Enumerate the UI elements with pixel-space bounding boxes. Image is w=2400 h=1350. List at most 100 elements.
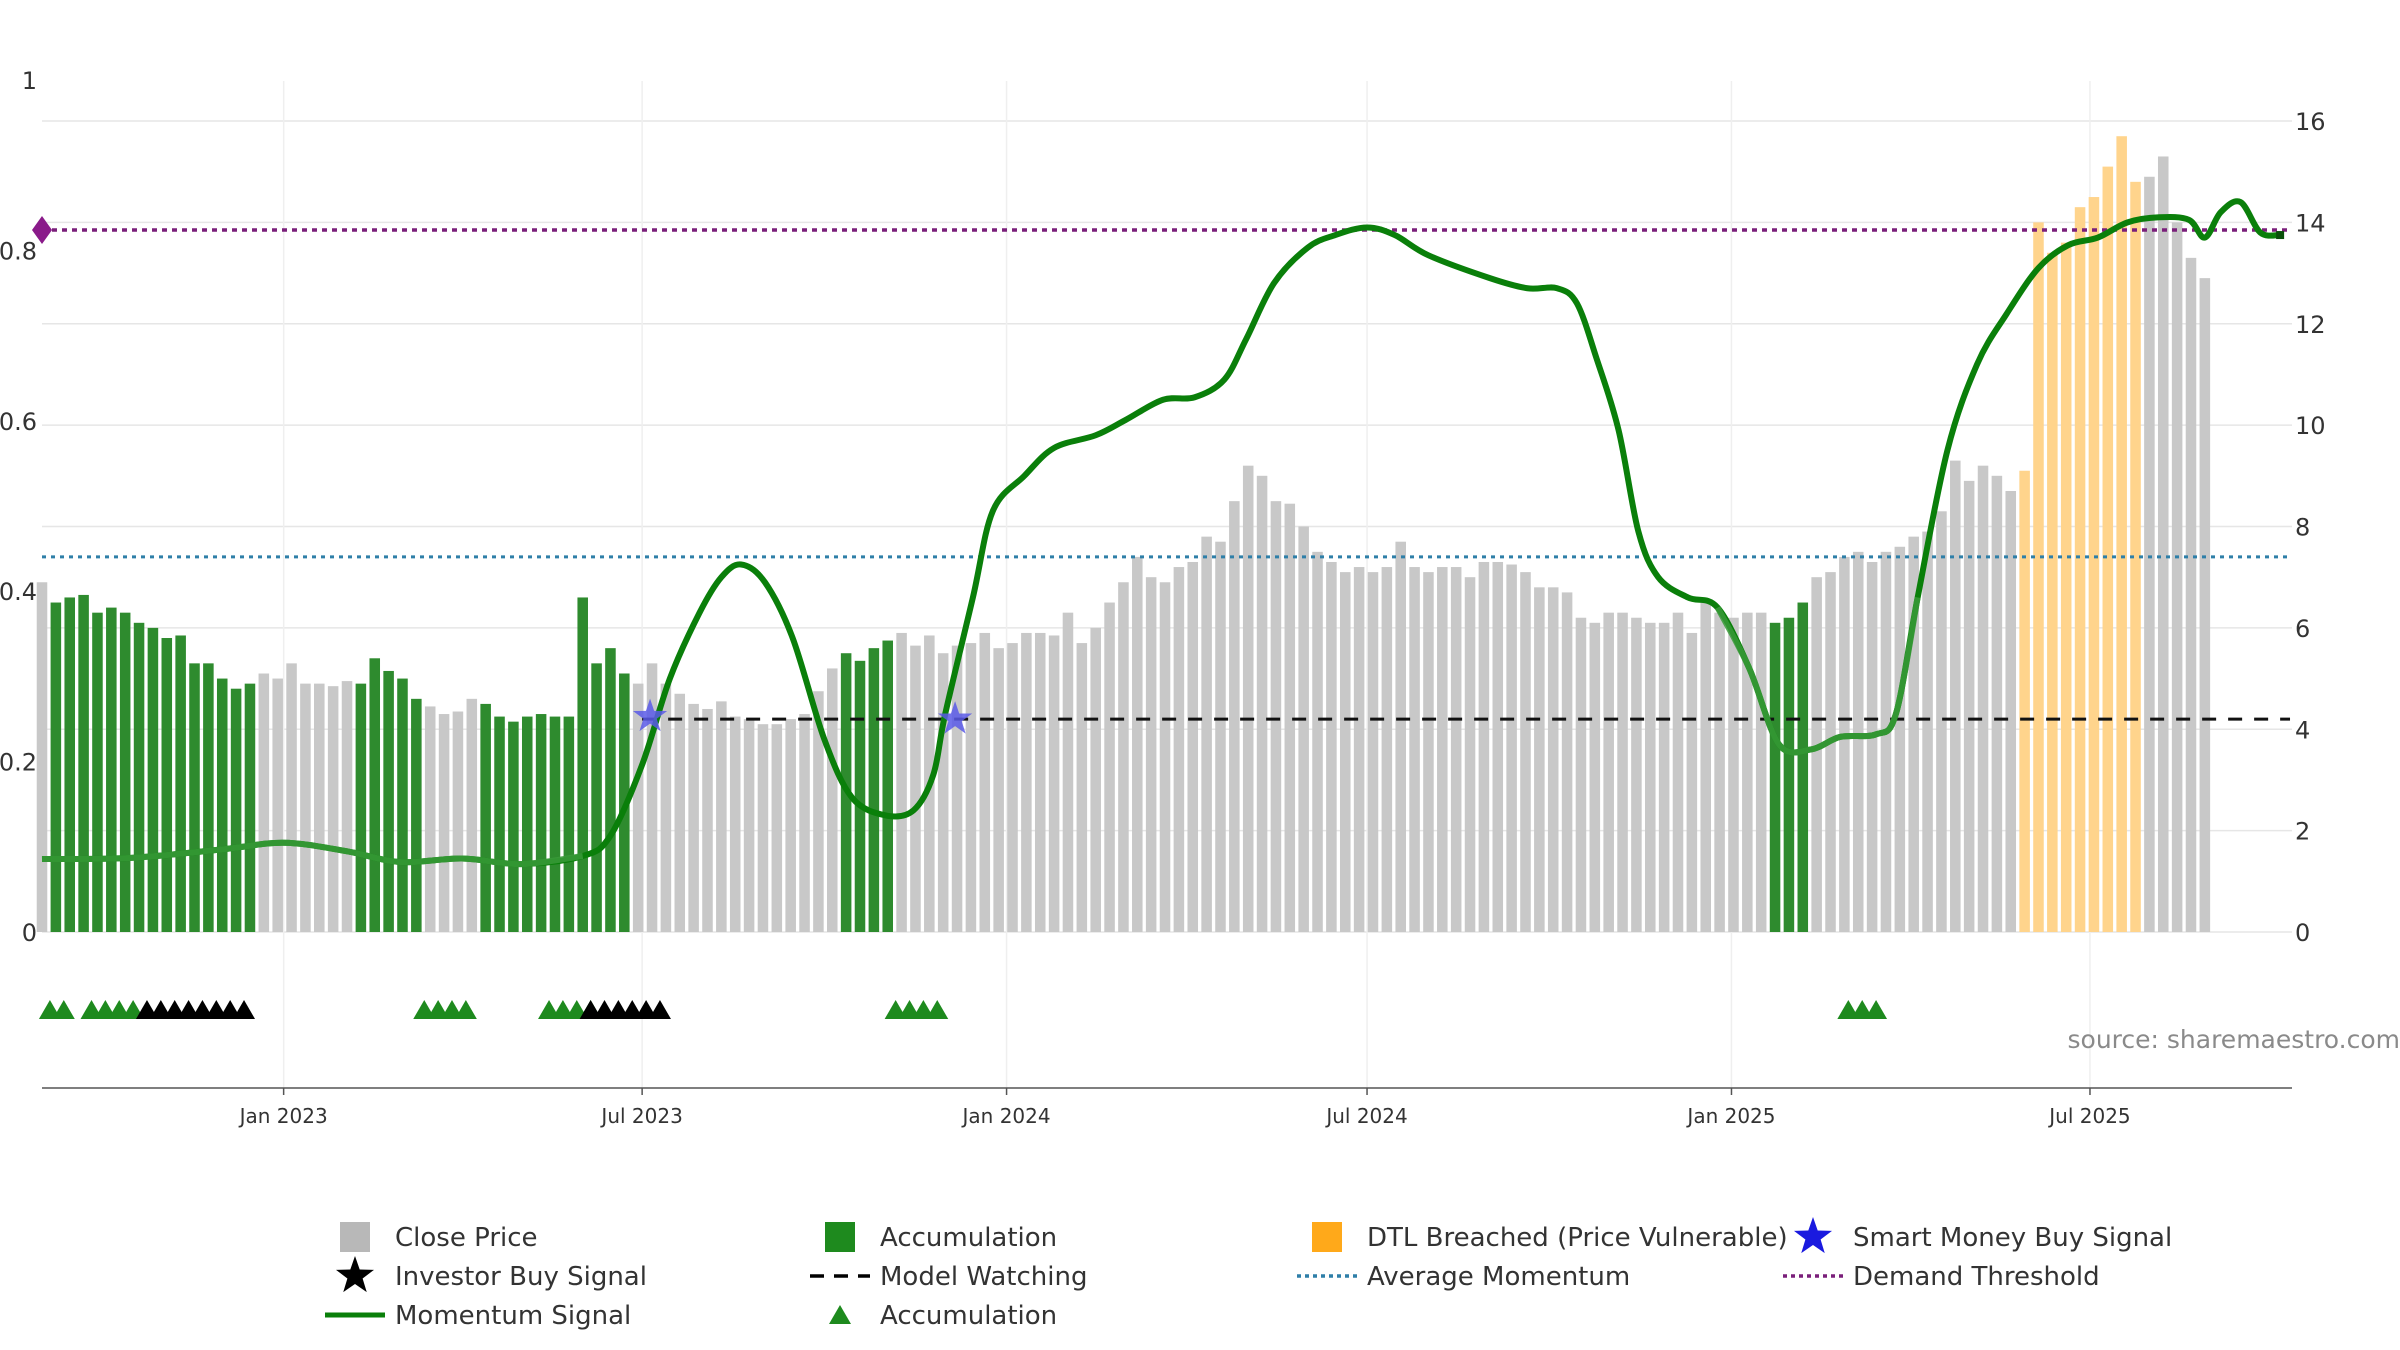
accumulation-triangle	[1837, 1000, 1860, 1019]
investor-triangle	[635, 1000, 658, 1019]
accumulation-bar	[119, 612, 131, 932]
accumulation-bar	[521, 716, 533, 932]
accumulation-bar	[1797, 602, 1809, 932]
close-price-bar	[1561, 592, 1573, 932]
left-tick-label: 1	[22, 67, 37, 95]
legend-label: Demand Threshold	[1853, 1262, 2100, 1292]
close-price-bar	[1118, 582, 1129, 932]
close-price-bar	[1395, 541, 1406, 932]
close-price-bar	[1007, 643, 1018, 932]
close-price-bar	[1450, 567, 1462, 932]
close-price-bar	[993, 648, 1004, 932]
legend-label: Smart Money Buy Signal	[1853, 1223, 2172, 1253]
investor-triangle	[579, 1000, 602, 1019]
accumulation-bar	[480, 703, 491, 932]
accumulation-bar	[369, 658, 381, 932]
close-price-bar	[1492, 561, 1504, 932]
accumulation-bar	[175, 635, 186, 932]
close-price-bar	[688, 703, 699, 932]
close-price-bar	[1298, 526, 1309, 932]
close-price-bar	[937, 653, 949, 932]
legend-label: Accumulation	[880, 1301, 1057, 1331]
close-price-bar	[785, 719, 796, 932]
close-price-bar	[1880, 551, 1892, 932]
close-price-bar	[771, 724, 783, 932]
close-price-bar	[646, 663, 658, 932]
legend-marker-dtl	[1312, 1222, 1342, 1252]
investor-triangle	[135, 1000, 158, 1019]
close-price-bar	[1409, 567, 1420, 932]
legend-label: DTL Breached (Price Vulnerable)	[1367, 1223, 1788, 1253]
right-tick-label: 0	[2295, 919, 2310, 947]
accumulation-bar	[563, 716, 575, 932]
accumulation-bar	[549, 716, 561, 932]
axes-layer: Jan 2023 Jul 2023 Jan 2024 Jul 2024 Jan 2025…	[0, 67, 2326, 1128]
close-price-bar	[1589, 622, 1601, 932]
close-price-bar	[1575, 617, 1587, 932]
dtl-breached-bar	[2060, 242, 2072, 932]
accumulation-bar	[203, 663, 214, 932]
close-price-bar	[1076, 643, 1088, 932]
accumulation-bar	[1769, 622, 1781, 932]
close-price-bar	[2144, 176, 2155, 933]
close-price-bar	[2005, 491, 2017, 932]
right-tick-label: 10	[2295, 412, 2326, 440]
dtl-breached-bar	[2130, 181, 2141, 932]
accumulation-bar	[92, 612, 103, 932]
close-price-bar	[258, 673, 270, 932]
accumulation-triangle	[108, 1000, 131, 1019]
close-price-bar	[1437, 567, 1448, 932]
accumulation-bar	[64, 597, 75, 932]
close-price-bar	[1894, 546, 1906, 932]
investor-triangle	[219, 1000, 242, 1019]
accumulation-bar	[106, 607, 117, 932]
left-tick-label: 0.6	[0, 408, 37, 436]
close-price-bar	[1866, 561, 1878, 932]
close-price-bar	[1825, 572, 1836, 932]
investor-triangle	[191, 1000, 214, 1019]
accumulation-triangle	[884, 1000, 907, 1019]
x-tick-label: Jul 2024	[1324, 1104, 1407, 1128]
close-price-bar	[1381, 567, 1393, 932]
close-price-bar	[1742, 612, 1753, 932]
close-price-bar	[1977, 465, 1989, 932]
dtl-breached-bar	[2116, 136, 2127, 933]
close-price-bar	[799, 714, 810, 932]
close-price-bar	[674, 693, 686, 932]
accumulation-triangle	[898, 1000, 921, 1019]
accumulation-bar	[577, 597, 588, 932]
right-tick-label: 16	[2295, 108, 2326, 136]
close-price-bar	[716, 701, 727, 932]
close-price-bar	[1215, 541, 1226, 932]
close-price-bar	[1464, 577, 1476, 932]
accumulation-triangle	[440, 1000, 463, 1019]
close-price-bar	[702, 708, 713, 932]
close-price-bar	[910, 645, 921, 932]
x-tick-label: Jan 2023	[238, 1104, 328, 1128]
close-price-bar	[1048, 635, 1060, 932]
x-tick-label: Jul 2025	[2047, 1104, 2130, 1128]
close-price-bar	[1187, 561, 1199, 932]
close-price-bar	[1284, 503, 1296, 932]
accumulation-triangle	[1851, 1000, 1874, 1019]
investor-triangle	[149, 1000, 172, 1019]
accumulation-bar	[868, 648, 880, 932]
lines-layer	[32, 198, 2292, 868]
investor-triangle	[607, 1000, 630, 1019]
legend-marker-smart-money	[1793, 1217, 1833, 1254]
close-price-bar	[1423, 572, 1434, 932]
accumulation-bar	[230, 688, 242, 932]
close-price-bar	[660, 683, 672, 932]
accumulation-bar	[411, 698, 422, 932]
x-tick-label: Jan 2024	[961, 1104, 1051, 1128]
accumulation-bar	[50, 602, 62, 932]
close-price-bar	[1617, 612, 1628, 932]
accumulation-bar	[383, 670, 394, 932]
accumulation-bar	[854, 660, 866, 932]
close-price-bar	[965, 643, 977, 932]
close-price-bar	[1547, 587, 1559, 932]
close-price-bar	[1242, 465, 1254, 932]
markers-layer	[38, 698, 1888, 1324]
close-price-bar	[1936, 511, 1947, 932]
bars-layer	[36, 136, 2211, 933]
